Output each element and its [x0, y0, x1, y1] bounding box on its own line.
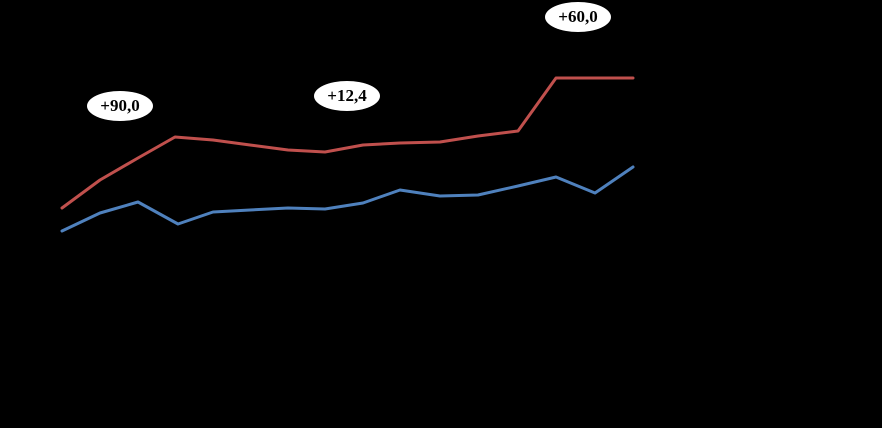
line-series-blue — [60, 165, 635, 233]
data-label-text: +12,4 — [327, 85, 367, 105]
data-label-text: +90,0 — [100, 95, 140, 115]
data-label-plus-60-0: +60,0 — [545, 2, 611, 32]
line-series-red — [60, 76, 635, 210]
data-label-plus-90-0: +90,0 — [87, 91, 153, 121]
data-label-text: +60,0 — [558, 6, 598, 26]
data-label-plus-12-4: +12,4 — [314, 81, 380, 111]
